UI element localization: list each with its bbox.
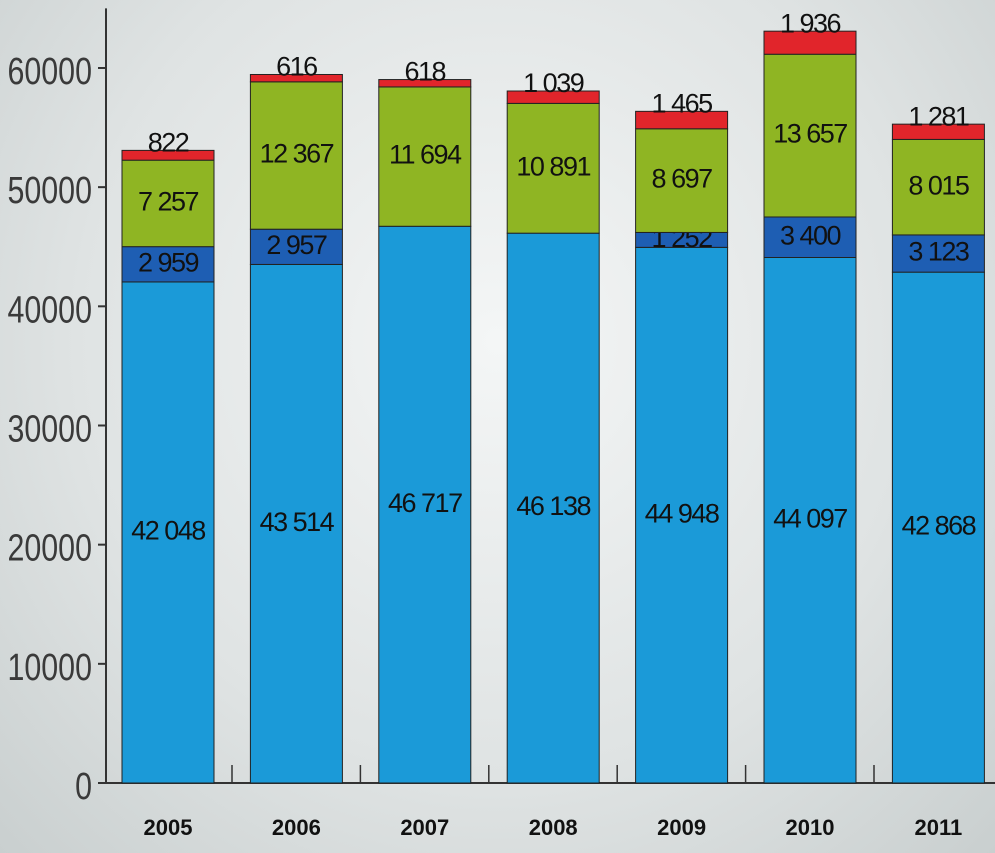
bar-segment — [891, 138, 985, 236]
bar-segment — [763, 216, 857, 258]
data-label: 2 959 — [138, 247, 199, 277]
data-label: 1 039 — [523, 68, 584, 98]
bar-segment — [378, 79, 472, 88]
bar-segment — [891, 234, 985, 273]
bar-segment — [635, 246, 729, 784]
data-label: 1 936 — [780, 8, 841, 38]
x-tick-label: 2010 — [786, 815, 835, 840]
bar-segment — [121, 149, 215, 161]
bar-segment — [891, 123, 985, 140]
bar-segment — [635, 128, 729, 233]
x-tick-label: 2011 — [915, 815, 963, 840]
data-label: 3 123 — [908, 237, 969, 267]
y-tick-label: 20000 — [7, 528, 92, 570]
data-label: 42 048 — [131, 516, 205, 546]
y-tick-label: 30000 — [7, 408, 92, 450]
data-label: 13 657 — [773, 119, 847, 149]
data-label: 46 138 — [516, 491, 590, 521]
bar-segment — [635, 110, 729, 130]
data-label: 822 — [148, 128, 189, 158]
data-label: 42 868 — [902, 511, 976, 541]
bar-segment — [506, 90, 600, 104]
data-label: 44 948 — [645, 498, 719, 528]
bar-segment — [249, 81, 343, 230]
bar-segment — [506, 232, 600, 784]
data-label: 3 400 — [780, 220, 841, 250]
data-label: 11 694 — [389, 140, 462, 170]
bar-segment — [249, 228, 343, 265]
data-label: 44 097 — [773, 503, 847, 533]
data-label: 7 257 — [138, 187, 199, 217]
data-label: 8 697 — [652, 164, 713, 194]
bar-segment — [763, 30, 857, 55]
data-label: 46 717 — [388, 488, 462, 518]
data-label: 10 891 — [516, 151, 590, 181]
y-tick-label: 0 — [75, 766, 92, 808]
x-tick-label: 2006 — [272, 815, 321, 840]
x-tick-label: 2005 — [144, 815, 193, 840]
y-tick-label: 60000 — [7, 51, 92, 93]
data-label: 1 281 — [908, 101, 969, 131]
x-tick-label: 2007 — [400, 815, 449, 840]
data-label: 43 514 — [260, 507, 335, 537]
data-label: 2 957 — [266, 230, 327, 260]
bar-segment — [378, 225, 472, 784]
x-tick-label: 2008 — [529, 815, 578, 840]
bar-segment — [121, 246, 215, 283]
y-tick-label: 50000 — [7, 170, 92, 212]
bar-segment — [763, 53, 857, 218]
y-tick-label: 40000 — [7, 289, 92, 331]
data-label: 8 015 — [908, 170, 969, 200]
y-tick-label: 10000 — [7, 647, 92, 689]
data-label: 1 465 — [652, 88, 713, 118]
bar-segment — [249, 73, 343, 83]
bar-segment — [891, 271, 985, 784]
x-tick-label: 2009 — [657, 815, 706, 840]
data-label: 12 367 — [260, 139, 334, 169]
bar-segment — [121, 159, 215, 248]
bar-segment — [763, 256, 857, 784]
bar-segment — [506, 102, 600, 234]
bar-segment — [249, 263, 343, 784]
data-label: 616 — [276, 52, 317, 82]
bar-segment — [378, 86, 472, 227]
data-label: 618 — [405, 57, 446, 87]
